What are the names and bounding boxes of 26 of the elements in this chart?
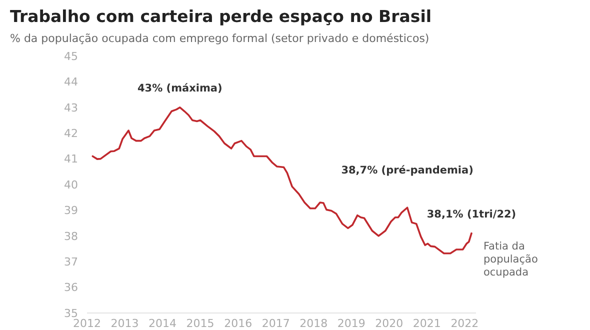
x-tick-label: 2020 [375,316,404,330]
y-tick-label: 43 [64,101,78,114]
y-tick-label: 41 [64,152,78,166]
x-tick-label: 2016 [224,316,252,330]
annotation: 38,7% (pré-pandemia) [341,164,474,177]
x-tick-label: 2022 [450,316,479,330]
chart-subtitle: % da população ocupada com emprego formal (setor privado e domésticos) [10,32,430,45]
y-tick-label: 36 [64,281,78,294]
y-tick-label: 42 [64,126,78,140]
x-tick-label: 2017 [262,316,290,330]
x-tick-label: 2015 [186,316,214,330]
x-tick-label: 2014 [148,316,177,330]
y-tick-label: 39 [64,204,78,218]
y-tick-label: 40 [64,178,78,192]
annotation: 38,1% (1tri/22) [426,208,516,220]
x-tick-label: 2021 [412,316,441,330]
y-tick-label: 37 [64,255,78,268]
series-label: Fatia da população ocupada [484,240,538,278]
x-tick-label: 2018 [300,316,328,330]
x-tick-label: 2013 [110,316,139,330]
chart-title: Trabalho com carteira perde espaço no Brasil [10,7,432,26]
x-tick-label: 2019 [337,316,366,330]
y-tick-label: 38 [64,230,78,243]
annotation: 43% (máxima) [138,82,222,94]
y-tick-label: 45 [64,50,78,63]
y-tick-label: 44 [64,76,78,89]
